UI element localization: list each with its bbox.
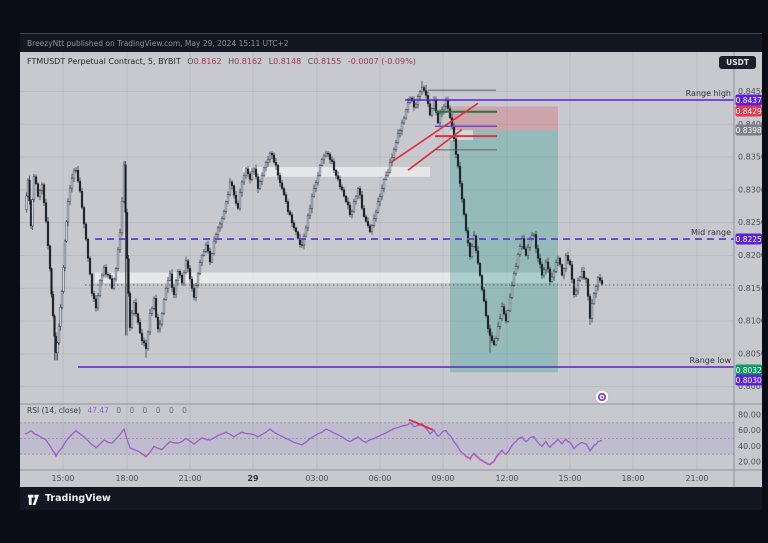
price-axis-badge [735,374,762,386]
time-tick-label: 09:00 [431,474,454,483]
low-label: L [268,57,274,66]
rsi-band-fill [20,422,734,455]
rsi-tick-label: 20.00 [738,457,761,466]
red-trendline-1 [391,102,479,163]
swirl-emoji-dot [601,396,603,398]
highlight-band-lower [95,272,558,284]
close-value: 0.8155 [313,57,342,66]
quote-currency-badge: USDT [719,56,756,69]
tradingview-snapshot: BreezyNtt published on TradingView.com, … [20,33,762,510]
tradingview-logo-icon [27,494,40,505]
time-tick-label: 21:00 [685,474,708,483]
tradingview-brand: TradingView [45,493,111,504]
symbol-status-line: FTMUSDT Perpetual Contract, 5, BYBIT O0.… [27,57,416,66]
high-label: H [228,57,235,66]
open-label: O [187,57,194,66]
rsi-value: 47.47 [87,406,109,415]
close-label: C [307,57,314,66]
low-value: 0.8148 [273,57,302,66]
price-axis-badge-label: 0.8398 [736,126,762,135]
time-tick-label: 03:00 [305,474,328,483]
open-value: 0.8162 [193,57,222,66]
time-tick-label: 29 [247,474,259,483]
footer-bar: TradingView [20,487,762,510]
time-tick-label: 06:00 [368,474,391,483]
price-axis-badge [735,364,762,376]
time-tick-label: 18:00 [115,474,138,483]
target-zone-box [450,130,558,373]
price-axis-badge-label: 0.8030 [736,376,762,385]
symbol-title: FTMUSDT Perpetual Contract, 5, BYBIT [27,57,181,66]
time-tick-label: 12:00 [495,474,518,483]
price-axis-badge [735,124,762,136]
level-label: Range low [689,356,731,365]
rsi-tick-label: 60.00 [738,426,761,435]
chart-panel[interactable]: FTMUSDT Perpetual Contract, 5, BYBIT O0.… [20,52,762,487]
rsi-divergence-flags: 0 0 0 0 0 0 [116,406,190,415]
publish-info-text: BreezyNtt published on TradingView.com, … [27,39,289,48]
level-label: Range high [686,89,731,98]
time-tick-label: 15:00 [558,474,581,483]
price-axis-badge [735,105,762,117]
price-axis-badge-label: 0.8225 [736,235,762,244]
level-label: Mid range [691,228,731,237]
time-tick-label: 21:00 [178,474,201,483]
high-value: 0.8162 [234,57,263,66]
rsi-tick-label: 40.00 [738,442,761,451]
change-value: -0.0007 (-0.09%) [347,57,416,66]
candle-series [25,80,604,361]
price-axis-badge [735,233,762,245]
time-tick-label: 18:00 [621,474,644,483]
price-axis-badge-label: 0.8437 [736,96,762,105]
rsi-line [24,422,603,466]
rsi-tick-label: 80.00 [738,411,761,420]
publish-info-bar: BreezyNtt published on TradingView.com, … [20,33,762,52]
price-tick-label: 0.8000 [738,382,762,391]
rsi-red-trendline [408,418,434,431]
price-axis-badge [735,94,762,106]
price-axis-badge-label: 0.8429 [736,107,762,116]
rsi-title: RSI (14, close) [27,406,82,415]
rsi-status-line: RSI (14, close) 47.47 0 0 0 0 0 0 [27,406,190,415]
price-axis-badge-label: 0.8032 [736,366,762,375]
red-trendline-2 [407,128,463,171]
time-tick-label: 15:00 [51,474,74,483]
swirl-emoji-swirl [597,392,607,402]
